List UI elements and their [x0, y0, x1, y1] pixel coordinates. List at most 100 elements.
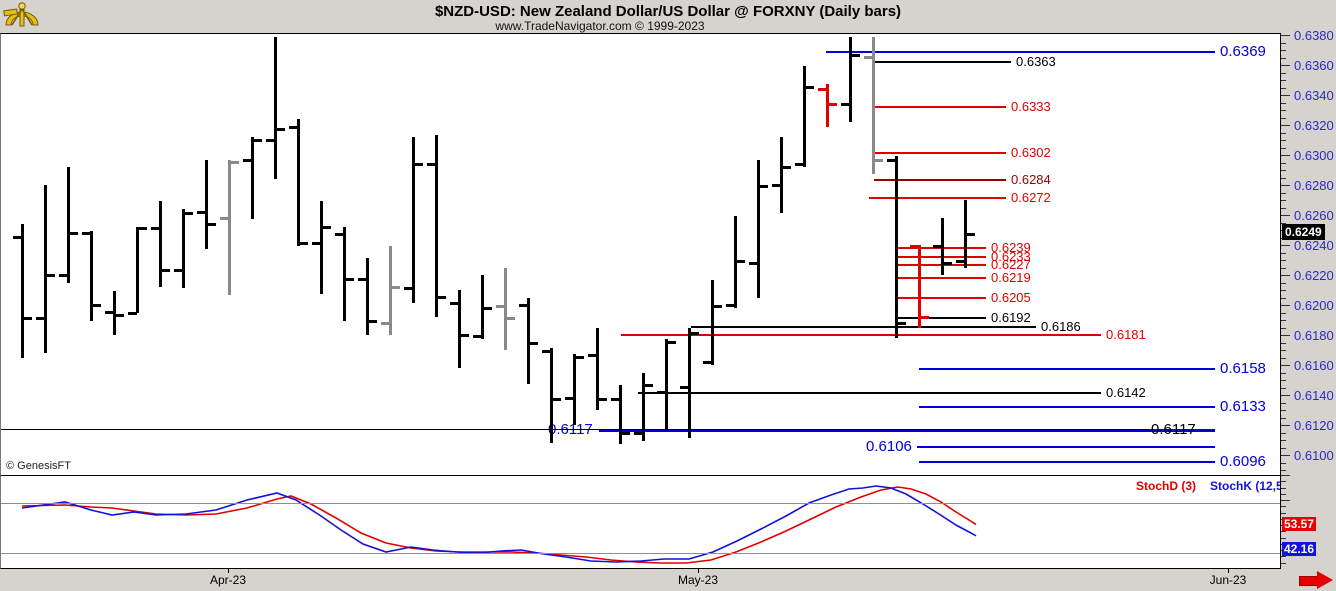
price-axis-minor-tick [1281, 163, 1286, 164]
price-axis-minor-tick [1281, 350, 1286, 351]
bar-open-tick [197, 211, 206, 214]
watermark-genesisft: © GenesisFT [6, 460, 71, 472]
price-axis-label-0.6280: 0.6280 [1294, 178, 1334, 193]
date-label-Jun-23: Jun-23 [1209, 573, 1247, 587]
level-label-0.6096: 0.6096 [1220, 453, 1266, 470]
price-axis-label-0.6220: 0.6220 [1294, 268, 1334, 283]
level-label-0.6205: 0.6205 [991, 290, 1031, 305]
date-label-May-23: May-23 [677, 573, 718, 587]
price-axis-label-0.6120: 0.6120 [1294, 418, 1334, 433]
bar-open-tick [82, 232, 91, 235]
stoch-gridline-75 [1, 503, 1280, 504]
price-axis-minor-tick [1281, 103, 1286, 104]
bar-open-tick [151, 227, 160, 230]
bar-range [228, 160, 231, 295]
price-axis-minor-tick [1281, 73, 1286, 74]
price-axis-major-tick [1281, 155, 1290, 156]
bar-open-tick [358, 278, 367, 281]
price-axis-label-0.6180: 0.6180 [1294, 328, 1334, 343]
bar-range [826, 84, 829, 127]
bar-range [320, 201, 323, 294]
level-label-0.6227: 0.6227 [991, 257, 1031, 272]
bar-close-tick [184, 212, 193, 215]
level-label-0.6117: 0.6117 [1151, 421, 1196, 438]
stoch-legend: StochD (3) StochK (12,5) [1136, 479, 1280, 493]
bar-close-tick [115, 314, 124, 317]
bar-open-tick [933, 245, 942, 248]
price-axis-major-tick [1281, 275, 1290, 276]
bar-open-tick [266, 139, 275, 142]
bar-range [205, 160, 208, 249]
legend-stochd-label: StochD (3) [1136, 479, 1196, 493]
bar-open-tick [243, 159, 252, 162]
bar-range [527, 298, 530, 384]
bar-range [642, 373, 645, 441]
price-axis-minor-tick [1281, 178, 1286, 179]
level-line-0.6302 [874, 152, 1006, 154]
main-chart-panel[interactable]: © GenesisFT 0.6369 0.6363 0.6333 0.6302 0.62… [0, 33, 1281, 475]
level-label-0.6133: 0.6133 [1220, 398, 1266, 415]
bar-close-tick [23, 317, 32, 320]
bar-close-tick [92, 304, 101, 307]
level-label-0.6363: 0.6363 [1016, 54, 1056, 69]
bar-close-tick [69, 232, 78, 235]
bar-range [941, 218, 944, 275]
level-line-0.6133 [919, 406, 1215, 408]
bar-range [435, 135, 438, 317]
bar-open-tick [749, 262, 758, 265]
price-axis-minor-tick [1281, 193, 1286, 194]
price-axis-minor-tick [1281, 80, 1286, 81]
bar-open-tick [956, 260, 965, 263]
stochastic-curves [21, 485, 977, 564]
bar-range [596, 328, 599, 410]
level-line-0.6181 [621, 334, 1101, 336]
price-axis-minor-tick [1281, 410, 1286, 411]
price-axis-label-0.6300: 0.6300 [1294, 148, 1334, 163]
price-axis-minor-tick [1281, 253, 1286, 254]
price-axis-minor-tick [1281, 200, 1286, 201]
level-label-0.6142: 0.6142 [1106, 385, 1146, 400]
stoch-axis-tick [1281, 488, 1286, 489]
bar-range [734, 216, 737, 308]
bar-close-tick [943, 262, 952, 265]
bar-open-tick [818, 88, 827, 91]
price-axis-minor-tick [1281, 380, 1286, 381]
bar-close-tick [598, 398, 607, 401]
bar-range [44, 185, 47, 353]
bar-close-tick [299, 242, 308, 245]
bar-close-tick [207, 223, 216, 226]
bar-close-tick [253, 139, 262, 142]
date-tick-Apr-23 [228, 569, 229, 573]
price-axis-minor-tick [1281, 148, 1286, 149]
price-axis-minor-tick [1281, 268, 1286, 269]
price-axis-minor-tick [1281, 283, 1286, 284]
price-axis-major-tick [1281, 65, 1290, 66]
bar-range [573, 354, 576, 425]
price-axis-major-tick [1281, 35, 1290, 36]
scroll-right-arrow-icon[interactable] [1299, 571, 1333, 589]
level-label-0.6181: 0.6181 [1106, 327, 1146, 342]
stoch-gridline-25 [1, 553, 1280, 554]
bar-open-tick [496, 305, 505, 308]
price-axis-minor-tick [1281, 343, 1286, 344]
level-line-0.6106 [917, 446, 1215, 448]
bar-range [136, 227, 139, 313]
bar-range [297, 119, 300, 246]
bar-open-tick [841, 103, 850, 106]
price-axis-minor-tick [1281, 448, 1286, 449]
bar-close-tick [713, 305, 722, 308]
level-line-0.6205 [898, 297, 986, 299]
stoch-axis-tick [1281, 500, 1290, 501]
bar-open-tick [772, 184, 781, 187]
level-line-0.6219 [898, 277, 986, 279]
price-axis-minor-tick [1281, 403, 1286, 404]
date-axis: Apr-23 May-23 Jun-23 [0, 569, 1336, 591]
level-label-0.6106: 0.6106 [866, 438, 912, 455]
price-axis-minor-tick [1281, 88, 1286, 89]
stochastic-panel[interactable]: StochD (3) StochK (12,5) [0, 475, 1281, 569]
price-axis-major-tick [1281, 365, 1290, 366]
bar-close-tick [230, 161, 239, 164]
bar-close-tick [966, 233, 975, 236]
bar-range [458, 290, 461, 368]
bar-close-tick [667, 341, 676, 344]
